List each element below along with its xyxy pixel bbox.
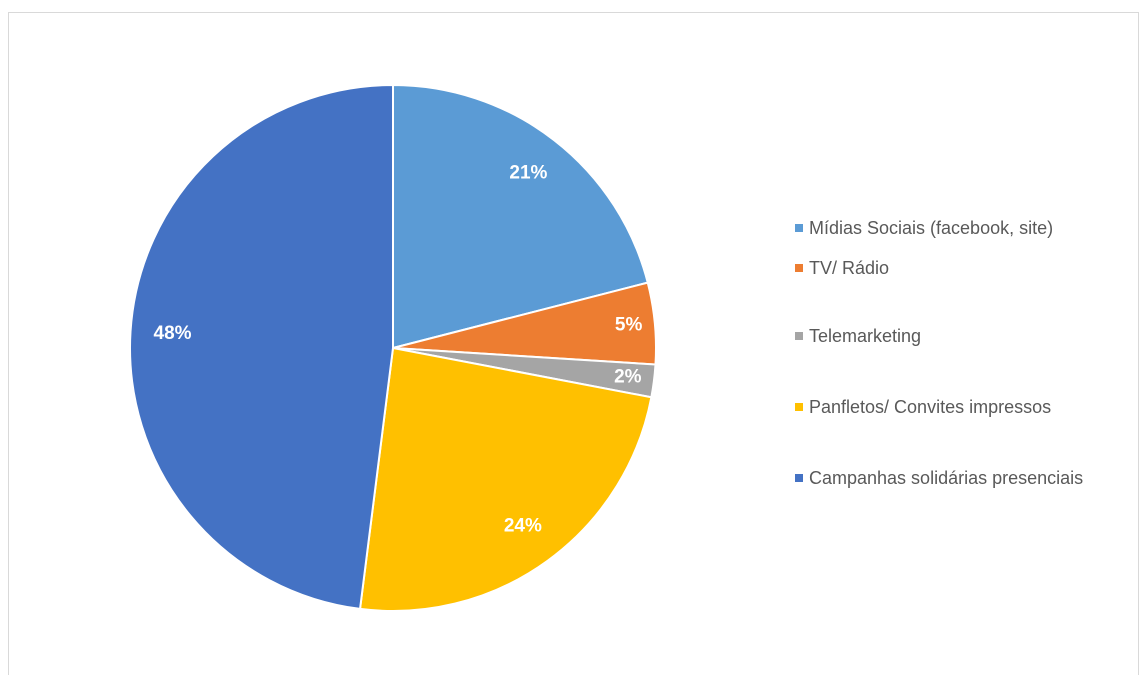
legend-item: TV/ Rádio <box>795 255 889 281</box>
pie-slice <box>129 83 394 611</box>
legend-item: Telemarketing <box>795 323 921 349</box>
value-label: 24% <box>504 516 542 537</box>
legend-swatch <box>795 474 803 482</box>
legend-swatch <box>795 403 803 411</box>
legend-label: TV/ Rádio <box>809 258 890 278</box>
pie-slice <box>392 83 649 350</box>
pie-slice <box>358 346 653 612</box>
value-label: 21% <box>509 162 547 183</box>
legend-swatch <box>795 264 803 272</box>
legend-label: Mídias Sociais (facebook, site) <box>809 218 1054 238</box>
legend-item: Campanhas solidárias presenciais <box>795 465 1083 491</box>
legend-label: Campanhas solidárias presenciais <box>809 468 1084 488</box>
value-label: 48% <box>154 323 192 344</box>
value-label: 5% <box>615 315 643 336</box>
legend-swatch <box>795 332 803 340</box>
legend-item: Panfletos/ Convites impressos <box>795 394 1051 420</box>
legend-item: Mídias Sociais (facebook, site) <box>795 215 1053 241</box>
value-label: 2% <box>614 367 642 388</box>
legend-label: Panfletos/ Convites impressos <box>809 397 1052 417</box>
legend-swatch <box>795 224 803 232</box>
legend-label: Telemarketing <box>809 326 922 346</box>
chart-frame <box>8 12 1139 675</box>
